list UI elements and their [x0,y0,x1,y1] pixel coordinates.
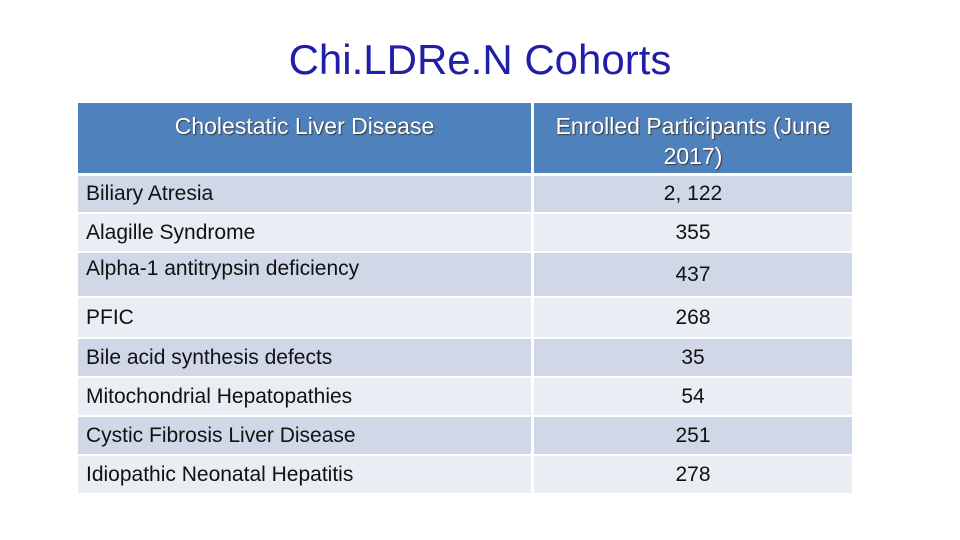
slide-title: Chi.LDRe.N Cohorts [288,36,672,83]
count-cell: 35 [534,339,852,378]
disease-cell: Cystic Fibrosis Liver Disease [78,417,534,456]
disease-cell: PFIC [78,298,534,339]
disease-cell: Alpha-1 antitrypsin deficiency [78,253,534,298]
count-cell: 355 [534,214,852,253]
table-row: Biliary Atresia 2, 122 [78,176,852,214]
disease-cell: Biliary Atresia [78,176,534,214]
table-row: PFIC 268 [78,298,852,339]
header-participants: Enrolled Participants (June 2017) [534,103,852,176]
disease-cell: Idiopathic Neonatal Hepatitis [78,456,534,495]
count-cell: 278 [534,456,852,495]
header-disease: Cholestatic Liver Disease [78,103,534,176]
count-cell: 437 [534,253,852,298]
table-row: Idiopathic Neonatal Hepatitis 278 [78,456,852,495]
count-cell: 268 [534,298,852,339]
table-row: Bile acid synthesis defects 35 [78,339,852,378]
cohort-table: Cholestatic Liver Disease Enrolled Parti… [78,103,852,495]
count-cell: 251 [534,417,852,456]
disease-cell: Alagille Syndrome [78,214,534,253]
disease-cell: Bile acid synthesis defects [78,339,534,378]
table-row: Alpha-1 antitrypsin deficiency 437 [78,253,852,298]
count-cell: 2, 122 [534,176,852,214]
table-header-row: Cholestatic Liver Disease Enrolled Parti… [78,103,852,176]
table-row: Cystic Fibrosis Liver Disease 251 [78,417,852,456]
table-row: Alagille Syndrome 355 [78,214,852,253]
table-row: Mitochondrial Hepatopathies 54 [78,378,852,417]
disease-cell: Mitochondrial Hepatopathies [78,378,534,417]
count-cell: 54 [534,378,852,417]
